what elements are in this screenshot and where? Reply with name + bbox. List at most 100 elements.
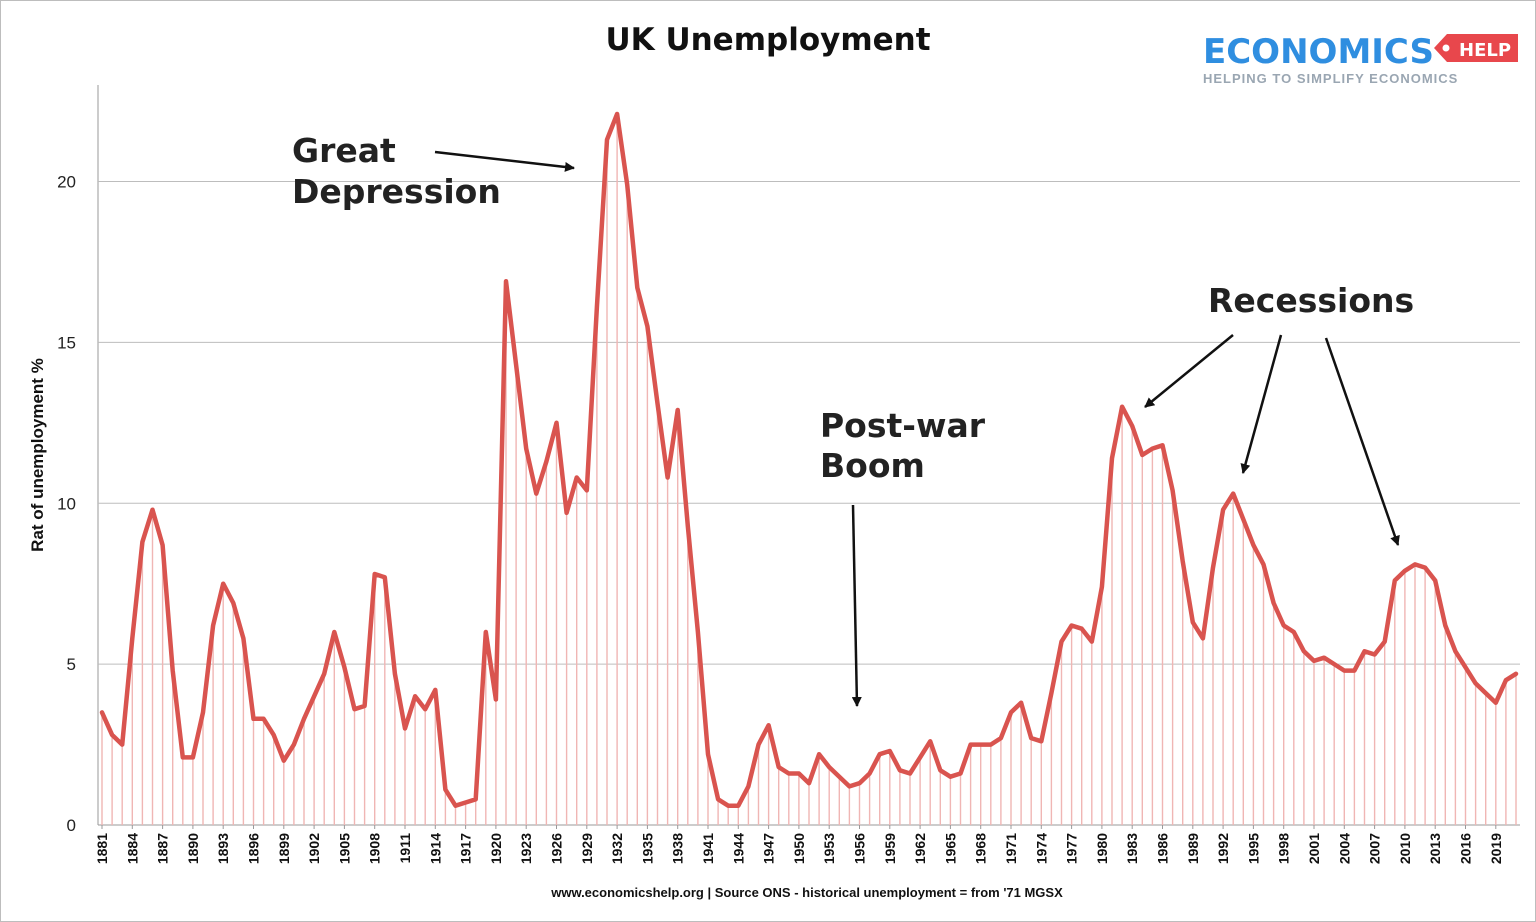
data-point <box>1030 736 1033 740</box>
data-point <box>1272 601 1275 605</box>
x-tick-label: 1932 <box>609 833 625 864</box>
data-point <box>1444 624 1447 627</box>
data-point <box>1060 640 1063 643</box>
data-point <box>161 543 164 547</box>
x-tick-label: 1905 <box>336 833 352 864</box>
data-point <box>171 669 174 672</box>
x-tick-label: 1962 <box>912 833 928 864</box>
drop-lines <box>101 113 1517 825</box>
x-tick-label: 1944 <box>730 833 746 864</box>
great-depression-label-line1: Great <box>292 131 396 170</box>
data-point <box>131 637 134 640</box>
data-point <box>494 698 498 701</box>
data-point <box>1403 569 1407 573</box>
data-point <box>1434 579 1437 582</box>
data-point <box>878 753 881 756</box>
data-point <box>1171 489 1174 492</box>
x-tick-label: 2007 <box>1367 833 1383 864</box>
data-point <box>444 788 447 791</box>
data-point <box>1221 508 1225 511</box>
x-tick-label: 1917 <box>458 833 474 864</box>
y-tick-label: 10 <box>57 494 76 513</box>
data-point <box>686 524 689 527</box>
data-point <box>1514 672 1518 675</box>
data-point <box>1141 453 1144 457</box>
data-point <box>585 489 588 492</box>
data-point <box>1343 669 1346 672</box>
data-point <box>211 624 215 627</box>
data-point <box>706 753 710 756</box>
data-point <box>504 280 508 283</box>
data-point <box>737 804 740 807</box>
x-tick-label: 2016 <box>1458 833 1474 864</box>
data-point <box>1090 640 1094 643</box>
data-point <box>262 717 265 721</box>
logo-subtitle: HELPING TO SIMPLIFY ECONOMICS <box>1203 71 1458 86</box>
data-point <box>615 112 619 116</box>
recession-arrow-2009 <box>1324 337 1400 546</box>
x-tick-label: 1935 <box>639 833 655 864</box>
y-tick-labels: 0 5 10 15 20 <box>57 173 76 835</box>
data-point <box>1333 662 1336 666</box>
data-point <box>1100 585 1104 589</box>
data-point <box>363 704 366 708</box>
data-point <box>848 785 851 788</box>
x-tick-label: 1911 <box>397 833 413 864</box>
data-point <box>1080 627 1083 630</box>
x-tick-label: 1920 <box>488 833 504 864</box>
x-tick-label: 1914 <box>427 833 443 864</box>
data-point <box>1019 701 1023 704</box>
data-point <box>1322 656 1326 659</box>
data-point <box>514 363 518 367</box>
gridlines <box>98 181 1520 665</box>
data-point <box>605 138 609 141</box>
data-point <box>868 772 871 775</box>
data-point <box>383 576 386 579</box>
x-tick-label: 2013 <box>1427 833 1443 864</box>
data-point <box>696 630 700 634</box>
series-group <box>99 111 1519 808</box>
x-tick-label: 1953 <box>821 833 837 864</box>
data-point <box>110 733 114 737</box>
data-point <box>100 711 104 714</box>
data-point <box>656 402 659 405</box>
x-tick-label: 1959 <box>882 833 898 864</box>
data-point <box>373 572 376 576</box>
data-point <box>797 772 801 775</box>
recession-arrow-1992 <box>1240 334 1283 474</box>
data-point <box>272 733 275 737</box>
data-point <box>959 772 962 775</box>
data-point <box>232 601 235 605</box>
x-tick-label: 1893 <box>215 833 231 864</box>
post-war-label-line2: Boom <box>820 446 925 485</box>
x-tick-label: 1884 <box>124 833 140 864</box>
data-point <box>1484 691 1487 695</box>
data-point <box>1161 444 1164 447</box>
x-tick-label: 1950 <box>791 833 807 864</box>
data-point <box>888 749 891 753</box>
data-point <box>828 765 831 769</box>
data-point <box>838 775 841 778</box>
x-tick-label: 1956 <box>852 833 868 864</box>
data-point <box>474 798 477 801</box>
data-point <box>777 765 780 769</box>
data-point <box>757 743 760 746</box>
x-tick-label: 1887 <box>155 833 171 864</box>
data-point <box>282 759 285 762</box>
x-tick-label: 1980 <box>1094 833 1110 864</box>
x-tick-label: 1983 <box>1124 833 1140 864</box>
data-point <box>1009 711 1013 714</box>
y-axis-label: Rat of unemployment % <box>28 358 47 552</box>
data-point <box>1353 669 1356 672</box>
data-point <box>1282 624 1285 627</box>
data-point <box>1423 566 1427 569</box>
x-tick-label: 1890 <box>185 833 201 864</box>
x-tick-label: 1923 <box>518 833 534 864</box>
data-point <box>1050 691 1053 695</box>
data-point <box>1211 566 1215 569</box>
data-point <box>898 769 902 772</box>
data-point <box>151 508 154 511</box>
logo-tag-hole <box>1442 44 1450 52</box>
x-tick-label: 1974 <box>1033 833 1049 864</box>
